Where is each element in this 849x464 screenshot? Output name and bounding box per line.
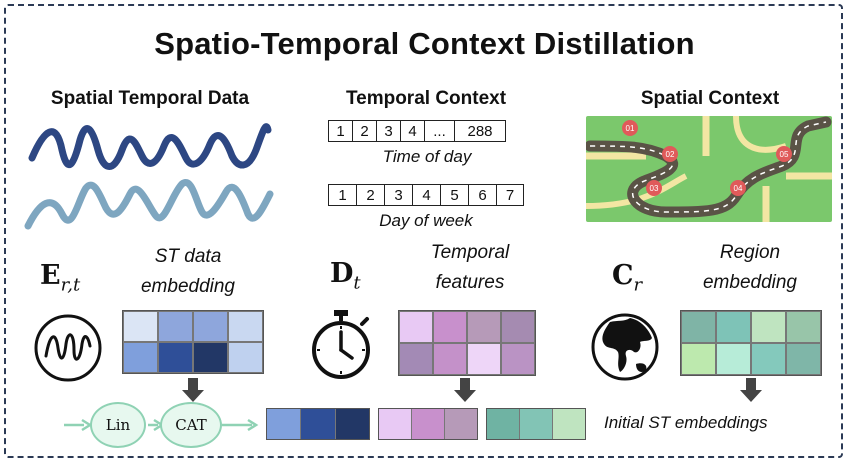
embedding-cell	[193, 311, 228, 342]
globe-icon	[591, 313, 659, 381]
down-arrow-icon	[454, 378, 476, 402]
embedding-cell	[501, 311, 535, 343]
temporal-features-grid	[398, 310, 536, 376]
lin-node: Lin	[90, 402, 146, 448]
embedding-cell	[786, 343, 821, 375]
day-slot: 5	[440, 184, 468, 206]
embedding-cell	[445, 409, 477, 439]
embedding-cell	[399, 311, 433, 343]
time-slot: 3	[376, 120, 400, 142]
day-slot: 1	[328, 184, 356, 206]
day-of-week-slots: 1 2 3 4 5 6 7	[328, 184, 524, 206]
embedding-cell	[467, 311, 501, 343]
embedding-cell	[716, 343, 751, 375]
dashed-border	[4, 4, 843, 458]
embedding-cell	[335, 409, 369, 439]
region-embedding-grid	[680, 310, 822, 376]
region-embedding-strip	[486, 408, 586, 440]
temporal-symbol: Dt	[330, 258, 361, 294]
day-slot: 2	[356, 184, 384, 206]
cat-node: CAT	[160, 402, 222, 448]
embedding-cell	[412, 409, 445, 439]
time-series-waves-icon	[24, 123, 274, 230]
time-slot-ellipsis: ...	[424, 120, 454, 142]
diagram-title: Spatio-Temporal Context Distillation	[154, 26, 695, 61]
dark-time-series-line	[28, 123, 272, 170]
embedding-cell	[487, 409, 520, 439]
st-embedding-strip	[266, 408, 370, 440]
svg-text:02: 02	[666, 150, 675, 159]
day-slot: 3	[384, 184, 412, 206]
temporal-features-caption: Temporal features	[430, 242, 510, 293]
embedding-cell	[433, 311, 467, 343]
stopwatch-icon	[312, 310, 370, 379]
embedding-cell	[123, 342, 158, 373]
map-marker-03: 03	[646, 180, 662, 196]
embedding-cell	[433, 343, 467, 375]
spatial-temporal-heading: Spatial Temporal Data	[50, 88, 250, 109]
day-slot: 4	[412, 184, 440, 206]
embedding-cell	[228, 311, 263, 342]
embedding-cell	[267, 409, 302, 439]
embedding-cell	[158, 342, 193, 373]
embedding-cell	[520, 409, 553, 439]
map-marker-04: 04	[730, 180, 746, 196]
time-slot: 288	[454, 120, 506, 142]
temporal-context-heading: Temporal Context	[345, 88, 507, 109]
embedding-cell	[786, 311, 821, 343]
time-of-day-caption: Time of day	[382, 147, 472, 166]
down-arrow-icon	[182, 378, 204, 402]
embedding-cell	[379, 409, 412, 439]
embedding-cell	[681, 311, 716, 343]
initial-embeddings-label: Initial ST embeddings	[604, 413, 768, 432]
st-embedding-caption: ST data embedding	[140, 246, 236, 297]
day-slot: 6	[468, 184, 496, 206]
down-arrow-icon	[740, 378, 762, 402]
spatial-symbol: Cr	[612, 260, 643, 296]
map-marker-05: 05	[776, 146, 792, 162]
embedding-cell	[716, 311, 751, 343]
embedding-cell	[123, 311, 158, 342]
svg-text:03: 03	[650, 184, 659, 193]
map-road-centerline	[589, 121, 827, 213]
map-marker-01: 01	[622, 120, 638, 136]
embedding-cell	[228, 342, 263, 373]
day-of-week-caption: Day of week	[379, 211, 473, 230]
embedding-cell	[301, 409, 336, 439]
embedding-cell	[193, 342, 228, 373]
svg-text:05: 05	[780, 150, 789, 159]
embedding-cell	[158, 311, 193, 342]
map-side-road	[586, 116, 832, 222]
embedding-cell	[751, 311, 786, 343]
time-of-day-slots: 1 2 3 4 ... 288	[328, 120, 526, 142]
time-slot: 2	[352, 120, 376, 142]
embedding-cell	[553, 409, 585, 439]
day-slot: 7	[496, 184, 524, 206]
time-slot: 4	[400, 120, 424, 142]
signal-wave-icon	[34, 314, 102, 382]
svg-text:04: 04	[734, 184, 743, 193]
region-embedding-caption: Region embedding	[702, 242, 798, 293]
time-slot: 1	[328, 120, 352, 142]
embedding-cell	[467, 343, 501, 375]
temporal-features-strip	[378, 408, 478, 440]
svg-text:01: 01	[626, 124, 635, 133]
light-time-series-line	[24, 178, 274, 230]
st-embedding-grid	[122, 310, 264, 374]
embedding-cell	[681, 343, 716, 375]
map-marker-02: 02	[662, 146, 678, 162]
st-data-symbol: Er,t	[40, 260, 81, 296]
embedding-cell	[751, 343, 786, 375]
city-map-icon: 01 02 03 04 05	[586, 116, 832, 222]
embedding-cell	[399, 343, 433, 375]
spatial-context-heading: Spatial Context	[640, 88, 780, 109]
embedding-cell	[501, 343, 535, 375]
